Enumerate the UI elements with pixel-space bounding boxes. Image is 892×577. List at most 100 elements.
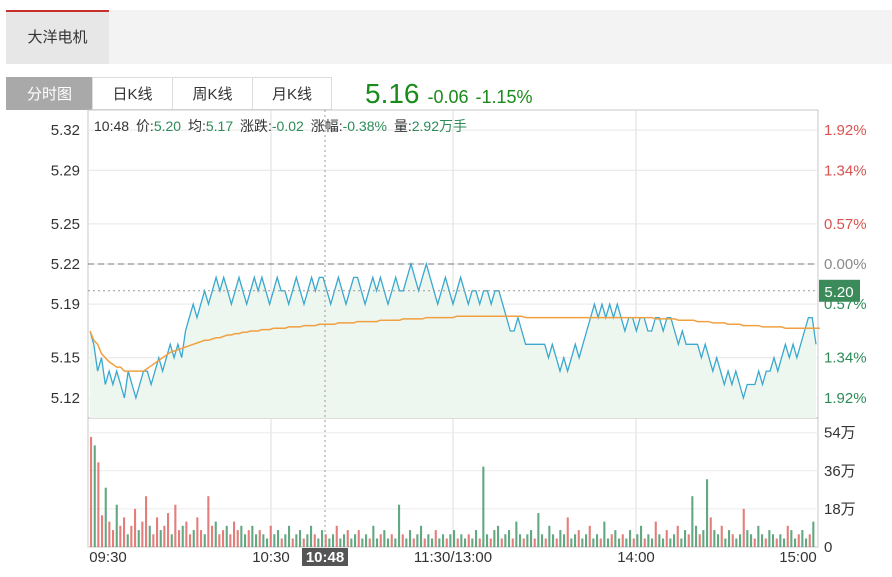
volume-bar bbox=[790, 530, 793, 547]
volume-bar bbox=[247, 530, 250, 547]
price-line bbox=[89, 261, 817, 401]
volume-bar bbox=[731, 534, 734, 547]
info-time: 10:48 bbox=[94, 118, 130, 134]
volume-bar bbox=[673, 534, 676, 547]
volume-bar bbox=[504, 534, 507, 547]
volume-bar bbox=[801, 530, 804, 547]
volume-bar bbox=[112, 530, 115, 547]
time-tick-label: 15:00 bbox=[779, 549, 817, 566]
volume-bar bbox=[548, 525, 551, 547]
volume-bar bbox=[764, 538, 767, 547]
volume-bar bbox=[621, 534, 624, 547]
volume-bar bbox=[163, 525, 166, 547]
volume-bar bbox=[724, 538, 727, 547]
pct-tick-label: 1.92% bbox=[824, 390, 867, 407]
time-tick-label: 11:30/13:00 bbox=[414, 549, 492, 566]
volume-bar bbox=[475, 530, 478, 547]
volume-bar bbox=[409, 530, 412, 547]
volume-bar bbox=[442, 534, 445, 547]
volume-bar bbox=[629, 530, 632, 547]
volume-bar bbox=[390, 534, 393, 547]
volume-bar bbox=[632, 538, 635, 547]
volume-bar bbox=[214, 521, 217, 547]
volume-bar bbox=[808, 534, 811, 547]
pct-tick-label: 1.34% bbox=[824, 350, 867, 367]
cursor-price-tag-text: 5.20 bbox=[824, 284, 853, 301]
price-change-pct: -1.15% bbox=[475, 87, 533, 107]
volume-bar bbox=[236, 530, 239, 547]
volume-bar bbox=[684, 530, 687, 547]
volume-bar bbox=[317, 538, 320, 547]
volume-bar bbox=[786, 525, 789, 547]
volume-tick-label: 0 bbox=[824, 539, 832, 556]
volume-bar bbox=[482, 466, 485, 547]
volume-bar bbox=[310, 525, 313, 547]
volume-bar bbox=[614, 530, 617, 547]
volume-bar bbox=[680, 538, 683, 547]
volume-bar bbox=[123, 517, 126, 547]
volume-bar bbox=[486, 534, 489, 547]
tab-daily-k[interactable]: 日K线 bbox=[92, 77, 172, 110]
price-tick-label: 5.29 bbox=[51, 162, 80, 179]
volume-bar bbox=[130, 525, 133, 547]
volume-bar bbox=[258, 530, 261, 547]
volume-bar bbox=[526, 534, 529, 547]
volume-bar bbox=[354, 534, 357, 547]
volume-bar bbox=[321, 530, 324, 547]
volume-bar bbox=[222, 530, 225, 547]
volume-bar bbox=[493, 530, 496, 547]
volume-bar bbox=[295, 534, 298, 547]
pct-tick-label: 1.34% bbox=[824, 162, 867, 179]
stock-tab[interactable]: 大洋电机 bbox=[6, 10, 109, 64]
volume-bar bbox=[156, 517, 159, 547]
volume-bar bbox=[420, 525, 423, 547]
tab-intraday[interactable]: 分时图 bbox=[6, 77, 92, 110]
volume-bar bbox=[108, 521, 111, 547]
info-price-label: 价: bbox=[135, 118, 154, 134]
time-tick-label: 09:30 bbox=[89, 549, 127, 566]
volume-bar bbox=[757, 525, 760, 547]
volume-bar bbox=[207, 496, 210, 547]
volume-bar bbox=[566, 517, 569, 547]
volume-bar bbox=[515, 521, 518, 547]
volume-bar bbox=[574, 534, 577, 547]
volume-bar bbox=[262, 534, 265, 547]
volume-bar bbox=[192, 530, 195, 547]
volume-bar bbox=[511, 538, 514, 547]
volume-bar bbox=[203, 534, 206, 547]
volume-bar bbox=[405, 538, 408, 547]
volume-bar bbox=[255, 534, 258, 547]
volume-bar bbox=[500, 538, 503, 547]
price-tick-label: 5.22 bbox=[51, 256, 80, 273]
volume-bar bbox=[585, 534, 588, 547]
volume-bar bbox=[332, 534, 335, 547]
info-avg: 5.17 bbox=[205, 118, 234, 134]
volume-bar bbox=[768, 530, 771, 547]
volume-bar bbox=[119, 525, 122, 547]
volume-bar bbox=[313, 534, 316, 547]
volume-bar bbox=[636, 534, 639, 547]
volume-bar bbox=[350, 538, 353, 547]
volume-bar bbox=[376, 538, 379, 547]
volume-bar bbox=[383, 530, 386, 547]
volume-bar bbox=[706, 479, 709, 547]
volume-bar bbox=[577, 530, 580, 547]
volume-bar bbox=[90, 436, 93, 547]
volume-bar bbox=[357, 530, 360, 547]
volume-bar bbox=[805, 538, 808, 547]
volume-bar bbox=[427, 534, 430, 547]
pct-tick-label: 0.00% bbox=[824, 256, 867, 273]
volume-bar bbox=[101, 515, 104, 548]
price-area bbox=[90, 264, 816, 418]
volume-bar bbox=[651, 538, 654, 547]
volume-bar bbox=[508, 530, 511, 547]
volume-bar bbox=[412, 538, 415, 547]
volume-bar bbox=[302, 538, 305, 547]
volume-bar bbox=[720, 525, 723, 547]
volume-bar bbox=[152, 534, 155, 547]
volume-bar bbox=[200, 530, 203, 547]
volume-bar bbox=[148, 525, 151, 547]
volume-bar bbox=[401, 534, 404, 547]
volume-bar bbox=[519, 534, 522, 547]
